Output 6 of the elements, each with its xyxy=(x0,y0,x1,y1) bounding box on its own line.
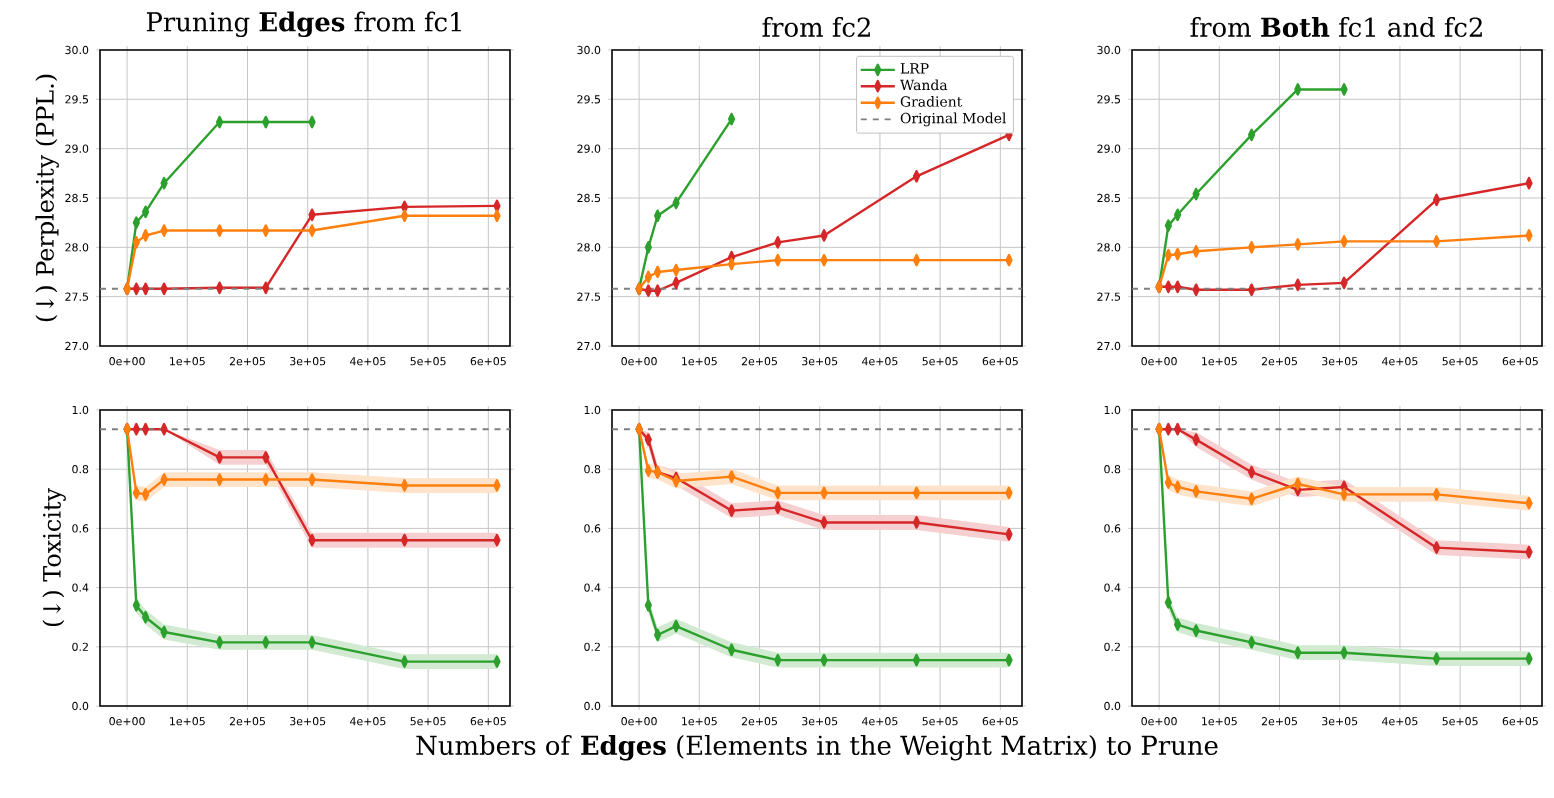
x-axis-title: Numbers of Edges (Elements in the Weight Matrix) to Prune xyxy=(416,735,1218,761)
y-axis-title: (↓) Toxicity xyxy=(42,488,66,627)
y-axis-title: (↓) Perplexity (PPL.) xyxy=(35,74,59,322)
chart-title: Pruning Edges from fc1 xyxy=(146,11,461,37)
chart-title: from fc2 xyxy=(762,16,870,38)
chart-title: from Both fc1 and fc2 xyxy=(1190,16,1482,38)
